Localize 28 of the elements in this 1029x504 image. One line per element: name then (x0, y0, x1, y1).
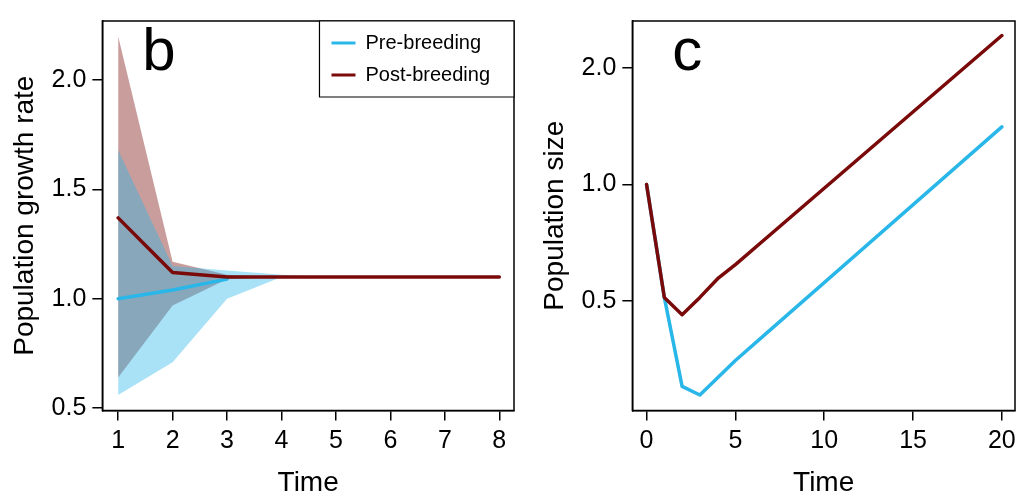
y-tick-label: 0.5 (51, 392, 87, 421)
x-tick-label: 15 (899, 425, 927, 454)
legend-label: Post-breeding (365, 62, 491, 85)
y-axis-title: Population growth rate (7, 75, 39, 356)
x-tick-label: 1 (111, 425, 126, 454)
legend-label: Pre-breeding (365, 30, 482, 53)
y-tick-label: 2.0 (581, 52, 617, 81)
chart-title: c (672, 15, 703, 83)
y-tick-label: 1.5 (51, 173, 87, 202)
x-tick-label: 0 (639, 425, 654, 454)
x-axis-title: Time (277, 465, 339, 497)
x-tick-label: 3 (220, 425, 234, 454)
y-tick-label: 2.0 (51, 63, 87, 92)
x-tick-label: 8 (492, 425, 507, 454)
x-axis-title: Time (793, 465, 855, 497)
x-tick-label: 10 (810, 425, 839, 454)
x-tick-label: 5 (328, 425, 343, 454)
y-tick-label: 1.0 (51, 282, 87, 311)
x-tick-label: 20 (987, 425, 1016, 454)
y-axis-title: Population size (537, 120, 569, 311)
x-tick-label: 2 (165, 425, 180, 454)
chart-title: b (142, 15, 176, 83)
y-tick-label: 1.0 (581, 168, 617, 197)
x-tick-label: 7 (437, 425, 452, 454)
y-tick-label: 0.5 (581, 284, 617, 313)
x-tick-label: 6 (383, 425, 398, 454)
x-tick-label: 5 (728, 425, 743, 454)
x-tick-label: 4 (274, 425, 289, 454)
